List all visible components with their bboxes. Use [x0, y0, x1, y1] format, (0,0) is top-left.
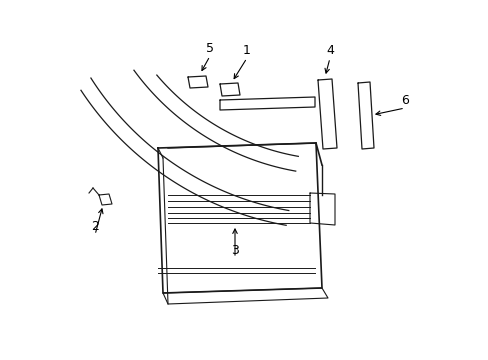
Text: 3: 3 [231, 243, 239, 256]
Text: 1: 1 [243, 44, 250, 57]
Text: 2: 2 [91, 220, 99, 234]
Text: 4: 4 [325, 44, 333, 57]
Text: 5: 5 [205, 41, 214, 54]
Text: 6: 6 [400, 94, 408, 107]
